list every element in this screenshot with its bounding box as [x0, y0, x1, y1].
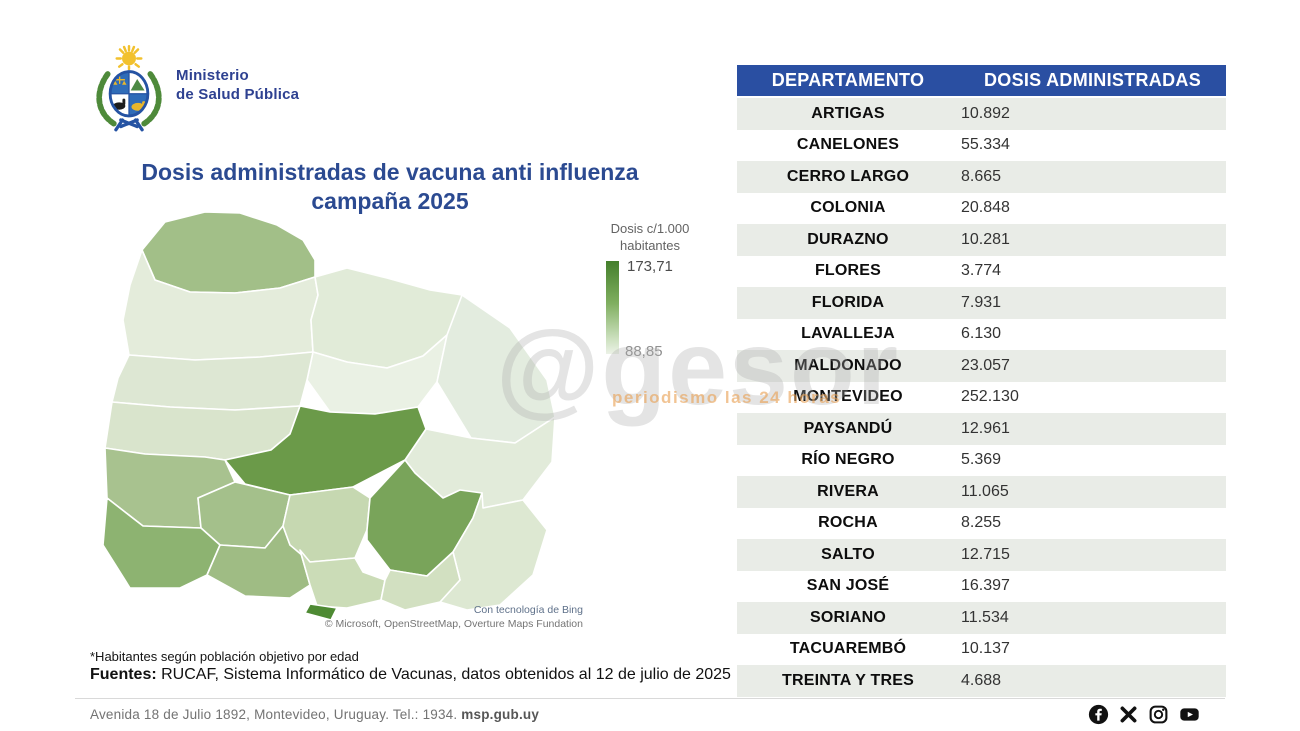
- facebook-icon[interactable]: [1088, 704, 1109, 725]
- department-cell: PAYSANDÚ: [803, 419, 893, 437]
- table-row: RIVERA 11.065: [737, 476, 1226, 508]
- table-row: MALDONADO 23.057: [737, 350, 1226, 382]
- table-row: ROCHA 8.255: [737, 508, 1226, 540]
- footer-address: Avenida 18 de Julio 1892, Montevideo, Ur…: [90, 707, 540, 722]
- column-header-dosis: DOSIS ADMINISTRADAS: [983, 70, 1202, 90]
- department-cell: SAN JOSÉ: [806, 577, 890, 595]
- page-title: Dosis administradas de vacuna anti influ…: [141, 159, 639, 214]
- sources-label: Fuentes:: [90, 666, 157, 683]
- doses-cell: 12.961: [961, 419, 1010, 437]
- doses-cell: 11.065: [961, 482, 1009, 500]
- youtube-icon[interactable]: [1178, 704, 1201, 725]
- instagram-icon[interactable]: [1148, 704, 1169, 725]
- scales-icon: [113, 76, 127, 85]
- ministry-name-line1: Ministerio: [176, 67, 249, 84]
- doses-cell: 55.334: [961, 136, 1010, 154]
- table-row: FLORIDA 7.931: [737, 287, 1226, 319]
- uruguay-coat-of-arms-icon: [96, 44, 162, 132]
- doses-cell: 3.774: [961, 262, 1002, 280]
- map-attribution: Con tecnología de Bing © Microsoft, Open…: [300, 603, 583, 631]
- table-row: SALTO 12.715: [737, 539, 1226, 571]
- social-icons: [1088, 704, 1201, 725]
- copyright-attribution: © Microsoft, OpenStreetMap, Overture Map…: [324, 618, 583, 630]
- department-cell: MONTEVIDEO: [793, 388, 903, 406]
- map-region-artigas: [141, 211, 316, 294]
- legend-max-value: 173,71: [627, 258, 673, 275]
- footnote: *Habitantes según población objetivo por…: [90, 649, 359, 664]
- sources-line: Fuentes: RUCAF, Sistema Informático de V…: [90, 666, 731, 684]
- legend-title: Dosis c/1.000 habitantes: [610, 221, 690, 253]
- department-cell: FLORES: [814, 262, 882, 280]
- map-region-paysandu: [111, 351, 314, 411]
- doses-cell: 16.397: [961, 577, 1010, 595]
- department-cell: SORIANO: [809, 608, 887, 626]
- doses-cell: 4.688: [961, 671, 1002, 689]
- doses-cell: 23.057: [961, 356, 1010, 374]
- sun-icon: [115, 44, 143, 71]
- department-cell: ARTIGAS: [811, 104, 885, 122]
- table-row: COLONIA 20.848: [737, 193, 1226, 225]
- table-row: CANELONES 55.334: [737, 130, 1226, 162]
- department-cell: FLORIDA: [811, 293, 885, 311]
- ministry-name: Ministerio de Salud Pública: [176, 66, 299, 104]
- column-header-departamento: DEPARTAMENTO: [771, 70, 925, 90]
- legend-gradient-bar: [606, 261, 619, 354]
- ministry-name-line2: de Salud Pública: [176, 86, 300, 103]
- map-region-montevideo: [304, 603, 338, 621]
- department-cell: ROCHA: [818, 514, 878, 532]
- bing-attribution: Con tecnología de Bing: [473, 604, 583, 616]
- msp-website-link[interactable]: msp.gub.uy: [461, 707, 540, 722]
- department-cell: RÍO NEGRO: [801, 451, 895, 469]
- legend-min-value: 88,85: [625, 343, 663, 360]
- table-row: SORIANO 11.534: [737, 602, 1226, 634]
- department-cell: SALTO: [821, 545, 875, 563]
- map-region-maldonado: [380, 551, 461, 611]
- mountain-icon: [130, 78, 145, 91]
- department-cell: MALDONADO: [794, 356, 902, 374]
- x-twitter-icon[interactable]: [1118, 704, 1139, 725]
- table-row: ARTIGAS 10.892: [737, 98, 1226, 130]
- doses-cell: 8.255: [961, 514, 1002, 532]
- department-cell: CANELONES: [796, 136, 900, 154]
- table-row: DURAZNO 10.281: [737, 224, 1226, 256]
- ribbon-icon: [114, 118, 144, 132]
- table-row: TREINTA Y TRES 4.688: [737, 665, 1226, 697]
- table-header-row: DEPARTAMENTO DOSIS ADMINISTRADAS: [737, 65, 1226, 96]
- doses-cell: 7.931: [961, 293, 1002, 311]
- table-body: ARTIGAS 10.892 CANELONES 55.334 CERRO LARGO 8…: [737, 98, 1226, 697]
- map-region-florida: [282, 486, 371, 563]
- doses-cell: 10.137: [961, 640, 1010, 658]
- map-region-rocha: [439, 492, 548, 611]
- doses-cell: 11.534: [961, 608, 1009, 626]
- table-row: FLORES 3.774: [737, 256, 1226, 288]
- department-cell: DURAZNO: [807, 230, 889, 248]
- footer-divider: [75, 698, 1225, 699]
- department-cell: RIVERA: [817, 482, 879, 500]
- doses-cell: 10.892: [961, 104, 1010, 122]
- table-row: TACUAREMBÓ 10.137: [737, 634, 1226, 666]
- department-cell: CERRO LARGO: [786, 167, 910, 185]
- doses-cell: 20.848: [961, 199, 1010, 217]
- table-row: CERRO LARGO 8.665: [737, 161, 1226, 193]
- doses-table: DEPARTAMENTO DOSIS ADMINISTRADAS ARTIGAS…: [737, 65, 1226, 697]
- table-row: RÍO NEGRO 5.369: [737, 445, 1226, 477]
- doses-cell: 10.281: [961, 230, 1010, 248]
- doses-cell: 12.715: [961, 545, 1010, 563]
- department-cell: COLONIA: [810, 199, 886, 217]
- sources-text: RUCAF, Sistema Informático de Vacunas, d…: [156, 666, 731, 683]
- department-cell: LAVALLEJA: [801, 325, 895, 343]
- table-row: PAYSANDÚ 12.961: [737, 413, 1226, 445]
- doses-cell: 5.369: [961, 451, 1002, 469]
- table-row: SAN JOSÉ 16.397: [737, 571, 1226, 603]
- department-cell: TACUAREMBÓ: [789, 640, 907, 658]
- department-cell: TREINTA Y TRES: [781, 671, 914, 689]
- uruguay-choropleth-map: [102, 211, 556, 621]
- doses-cell: 8.665: [961, 167, 1002, 185]
- map-region-cerro-largo: [436, 294, 556, 444]
- doses-cell: 6.130: [961, 325, 1002, 343]
- doses-cell: 252.130: [961, 388, 1019, 406]
- table-row: MONTEVIDEO 252.130: [737, 382, 1226, 414]
- table-row: LAVALLEJA 6.130: [737, 319, 1226, 351]
